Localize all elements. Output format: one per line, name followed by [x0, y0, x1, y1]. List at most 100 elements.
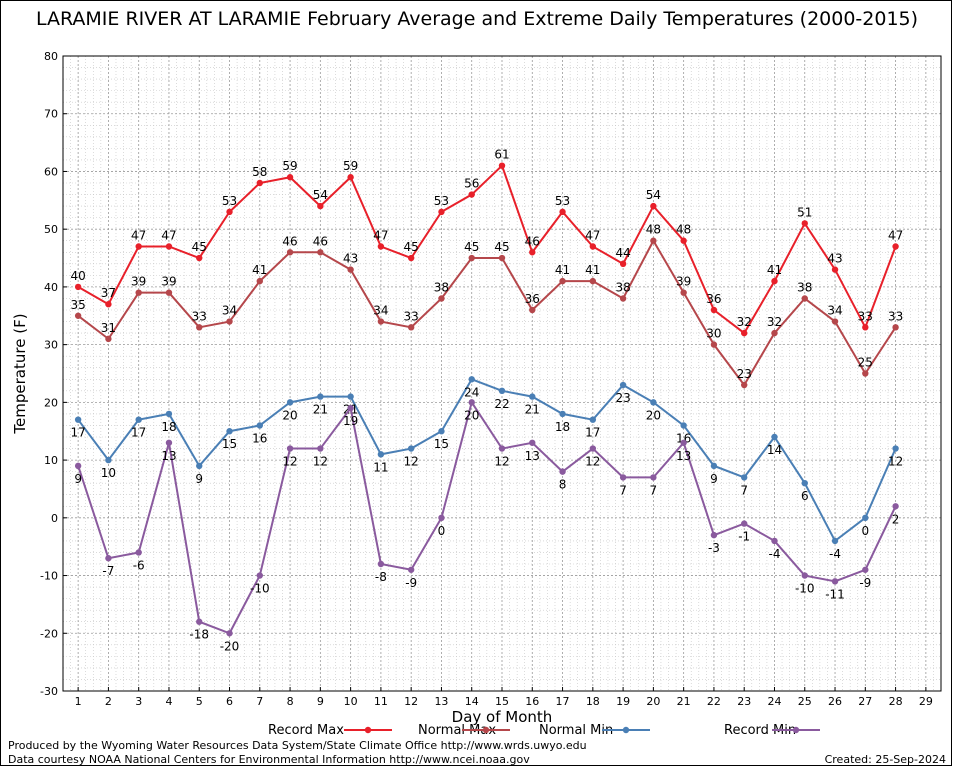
legend-label-normal-max: Normal Max	[418, 723, 496, 738]
x-tick-label: 25	[798, 695, 812, 708]
data-label-record-min: 19	[343, 414, 358, 428]
x-tick-label: 8	[287, 695, 294, 708]
data-point-normal-min	[438, 428, 445, 435]
data-point-normal-max	[135, 289, 142, 296]
x-tick-label: 4	[165, 695, 172, 708]
data-point-normal-max	[831, 318, 839, 325]
data-label-normal-max: 46	[282, 234, 297, 248]
x-tick-label: 20	[646, 695, 660, 708]
data-point-record-min	[74, 462, 82, 470]
legend-marker-normal-max	[482, 726, 490, 734]
x-tick-label: 15	[495, 695, 509, 708]
data-label-record-min: 0	[438, 524, 446, 538]
data-label-record-min: -11	[825, 587, 845, 601]
data-point-normal-min	[105, 456, 112, 464]
data-label-normal-min: 18	[161, 420, 176, 434]
data-label-normal-min: 17	[70, 426, 85, 440]
data-label-record-max: 40	[70, 269, 85, 283]
x-tick-label: 22	[707, 695, 721, 708]
data-point-record-max	[831, 266, 839, 273]
data-label-record-min: -9	[859, 576, 871, 590]
data-label-record-min: -7	[102, 564, 114, 578]
data-label-record-max: 46	[525, 234, 540, 248]
data-point-normal-min	[710, 462, 718, 470]
data-label-record-min: -6	[133, 558, 145, 572]
data-label-normal-min: 14	[767, 443, 782, 457]
data-point-record-max	[377, 243, 385, 250]
data-label-normal-min: 15	[434, 437, 449, 451]
data-point-normal-max	[650, 237, 657, 244]
data-point-record-min	[438, 514, 445, 522]
data-label-normal-min: 20	[282, 408, 297, 422]
data-label-normal-max: 38	[615, 280, 630, 294]
data-point-normal-min	[589, 416, 597, 423]
data-label-normal-max: 39	[676, 275, 691, 289]
data-label-record-min: 12	[282, 455, 297, 469]
data-point-record-max	[862, 324, 869, 331]
data-point-record-min	[256, 572, 263, 579]
data-point-record-min	[650, 474, 657, 481]
y-tick-label: 70	[44, 108, 58, 121]
x-tick-label: 3	[135, 695, 142, 708]
data-point-record-min	[407, 566, 415, 573]
legend-marker-record-min	[792, 726, 800, 734]
data-label-record-max: 45	[404, 240, 419, 254]
data-point-record-min	[741, 520, 748, 527]
data-point-normal-min	[256, 422, 263, 429]
series-line-normal-max	[77, 238, 897, 387]
data-label-normal-max: 25	[858, 356, 873, 370]
data-point-record-min	[589, 445, 597, 452]
data-point-record-min	[286, 445, 294, 452]
legend-marker-record-max	[364, 726, 372, 734]
data-label-record-max: 59	[282, 159, 297, 173]
data-point-record-max	[650, 202, 657, 210]
data-point-normal-min	[317, 393, 324, 400]
data-label-record-min: 7	[619, 483, 627, 497]
data-point-record-min	[619, 474, 627, 481]
data-point-normal-min	[862, 514, 869, 522]
data-label-normal-max: 39	[161, 275, 176, 289]
data-label-record-max: 47	[585, 229, 600, 243]
data-label-normal-max: 34	[222, 304, 237, 318]
x-tick-label: 23	[737, 695, 751, 708]
data-label-normal-max: 41	[555, 263, 570, 277]
x-tick-label: 6	[226, 695, 233, 708]
data-label-normal-min: 21	[525, 403, 540, 417]
data-point-normal-max	[256, 277, 263, 285]
x-tick-label: 5	[196, 695, 203, 708]
data-label-record-max: 56	[464, 177, 479, 191]
data-label-record-max: 36	[706, 292, 721, 306]
data-point-record-max	[165, 243, 173, 250]
data-point-normal-max	[589, 277, 597, 285]
data-label-record-max: 54	[313, 188, 328, 202]
data-point-normal-min	[892, 445, 899, 452]
y-tick-label: 40	[44, 281, 58, 294]
legend-label-record-min: Record Min	[724, 723, 796, 738]
data-label-record-max: 44	[615, 246, 630, 260]
series-normal-max: 35 31 39 39 33 34 41 46 46 43 34 33 38 45 45 36 41 41 38 48…	[70, 223, 903, 389]
data-point-normal-min	[529, 393, 536, 400]
data-label-normal-min: 0	[861, 524, 869, 538]
data-label-record-min: 20	[464, 408, 479, 422]
data-label-normal-min: 21	[313, 403, 328, 417]
data-label-record-min: -9	[405, 576, 417, 590]
data-label-normal-max: 41	[585, 263, 600, 277]
data-label-normal-min: 12	[888, 455, 903, 469]
data-label-record-max: 37	[101, 286, 116, 300]
data-label-record-max: 32	[737, 315, 752, 329]
x-tick-label: 1	[75, 695, 82, 708]
data-label-record-max: 48	[676, 223, 691, 237]
x-tick-label: 27	[858, 695, 872, 708]
data-label-normal-min: 20	[646, 408, 661, 422]
data-point-normal-min	[377, 451, 385, 458]
data-point-normal-min	[650, 399, 657, 406]
data-label-normal-min: 11	[373, 460, 388, 474]
data-label-normal-min: 6	[801, 489, 809, 503]
data-label-record-min: 2	[892, 512, 900, 526]
series-line-record-max	[77, 163, 897, 335]
data-label-normal-min: 24	[464, 385, 479, 399]
data-label-record-min: 12	[313, 455, 328, 469]
